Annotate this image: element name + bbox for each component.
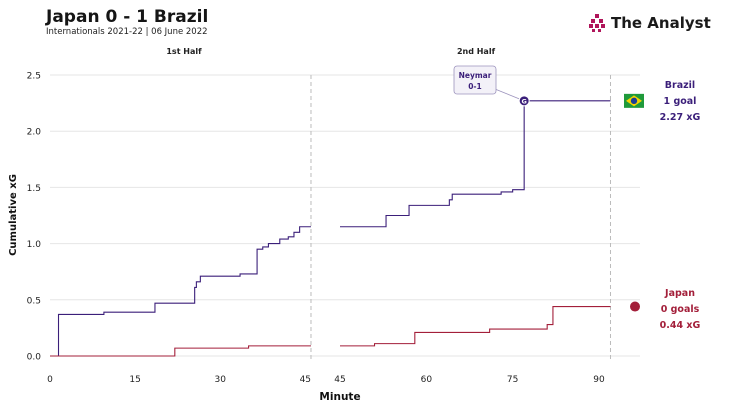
y-tick-label: 2.0 (27, 128, 42, 138)
xg-step-line-brazil (50, 226, 311, 357)
brazil-flag-globe (630, 97, 638, 105)
x-axis-label: Minute (319, 391, 360, 403)
x-tick-label: 45 (334, 375, 345, 385)
xg-step-line-brazil (340, 100, 611, 228)
brazil-xg: 2.27 xG (660, 112, 701, 123)
chart-subtitle: Internationals 2021-22 | 06 June 2022 (46, 27, 208, 37)
analyst-logo-icon (589, 14, 605, 32)
x-tick-label: 45 (300, 375, 311, 385)
brand-name: The Analyst (611, 14, 711, 32)
y-tick-label: 2.5 (27, 72, 41, 82)
x-tick-label: 60 (421, 375, 433, 385)
brand-logo: The Analyst (588, 12, 711, 34)
annotation-player: Neymar (459, 71, 492, 80)
goal-marker-label: G (521, 97, 526, 105)
annotation-score: 0-1 (468, 82, 482, 91)
xg-step-line-japan (50, 345, 311, 357)
japan-name: Japan (664, 288, 695, 299)
brazil-name: Brazil (665, 80, 695, 91)
japan-flag-icon (629, 300, 641, 313)
japan-goals: 0 goals (661, 304, 700, 315)
japan-xg: 0.44 xG (660, 320, 701, 331)
y-tick-label: 1.0 (27, 240, 42, 250)
x-tick-label: 75 (507, 375, 518, 385)
brazil-goals: 1 goal (664, 96, 697, 107)
annotation-box (453, 65, 497, 95)
chart-title: Japan 0 - 1 Brazil (46, 7, 209, 27)
x-tick-label: 90 (593, 375, 605, 385)
x-tick-label: 15 (129, 375, 140, 385)
panel-title: 2nd Half (457, 47, 496, 56)
x-tick-label: 0 (47, 375, 53, 385)
panel-title: 1st Half (166, 47, 202, 56)
xg-step-line-japan (340, 305, 611, 347)
y-tick-label: 0.5 (27, 296, 41, 306)
goal-marker (518, 95, 530, 107)
x-tick-label: 30 (214, 375, 226, 385)
y-tick-label: 0.0 (27, 353, 42, 363)
y-axis-label: Cumulative xG (8, 174, 19, 256)
y-tick-label: 1.5 (27, 184, 41, 194)
